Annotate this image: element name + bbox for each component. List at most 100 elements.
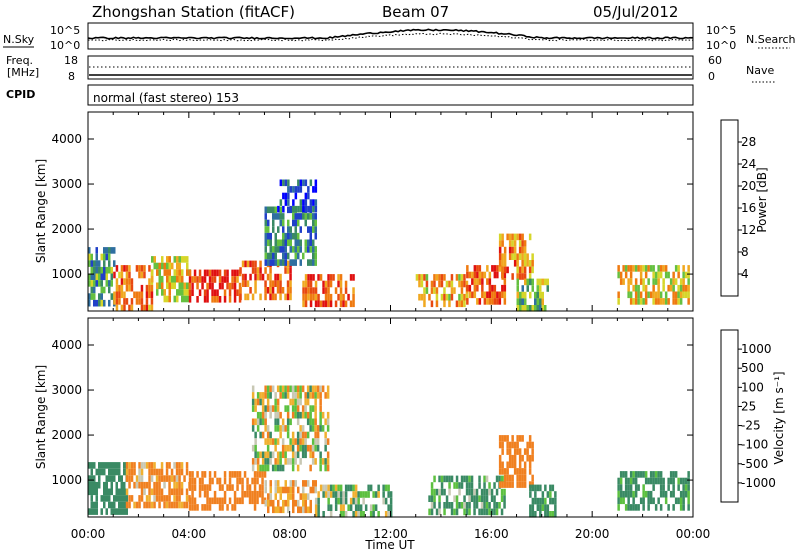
range-time-cell (324, 464, 327, 472)
range-time-cell (299, 259, 302, 266)
range-time-cell (554, 504, 557, 511)
range-time-cell (231, 471, 234, 478)
range-time-cell (218, 484, 222, 491)
range-time-cell (508, 240, 512, 247)
range-time-cell (672, 484, 675, 491)
range-time-cell (166, 275, 169, 283)
range-time-cell (256, 425, 260, 432)
range-time-cell (274, 418, 277, 426)
range-time-cell (327, 287, 330, 294)
range-time-cell (287, 206, 290, 214)
range-time-cell (319, 418, 322, 426)
range-time-cell (158, 488, 161, 496)
range-time-cell (516, 278, 519, 286)
nsky-panel (87, 22, 694, 50)
range-time-cell (279, 493, 282, 500)
range-time-cell (306, 385, 310, 393)
range-time-cell (319, 274, 323, 281)
range-time-cell (153, 501, 156, 509)
range-time-cell (332, 484, 335, 492)
range-time-cell (289, 385, 292, 393)
range-time-cell (287, 199, 290, 206)
range-time-cell (282, 226, 285, 233)
range-time-cell (465, 502, 469, 509)
range-time-cell (519, 298, 522, 305)
range-time-cell (531, 278, 534, 286)
range-time-cell (256, 267, 260, 274)
velocity-colorbar-label: Velocity [m s⁻¹] (772, 371, 786, 464)
range-time-cell (277, 486, 280, 494)
range-time-cell (88, 488, 91, 496)
range-time-cell (201, 504, 204, 511)
range-time-cell (110, 293, 113, 300)
range-time-cell (113, 495, 116, 502)
range-time-cell (495, 475, 499, 483)
range-time-cell (364, 491, 368, 498)
range-time-cell (161, 256, 164, 263)
range-time-cell (203, 504, 207, 511)
range-time-cell (191, 490, 194, 498)
range-time-cell (292, 480, 295, 487)
range-time-cell (309, 385, 312, 393)
range-time-cell (539, 291, 542, 299)
range-time-cell (269, 499, 272, 507)
range-time-cell (135, 265, 139, 272)
range-time-cell (148, 304, 151, 312)
range-time-cell (287, 239, 290, 247)
range-time-cell (481, 284, 484, 292)
range-time-cell (155, 475, 159, 482)
range-time-cell (657, 291, 660, 299)
range-time-cell (531, 484, 535, 492)
range-time-cell (508, 481, 512, 488)
range-time-cell (286, 405, 290, 412)
range-time-cell (501, 435, 504, 442)
range-time-cell (261, 431, 265, 439)
range-time-cell (687, 484, 690, 491)
range-time-cell (503, 278, 507, 285)
range-time-cell (324, 287, 328, 294)
range-time-cell (299, 425, 302, 432)
range-time-cell (281, 287, 285, 294)
range-time-cell (649, 490, 653, 498)
range-time-cell (526, 285, 529, 292)
range-time-cell (206, 296, 209, 303)
range-time-cell (519, 291, 522, 299)
range-time-cell (672, 298, 675, 305)
range-time-cell (498, 240, 502, 247)
range-time-cell (264, 280, 267, 287)
range-time-cell (100, 280, 103, 287)
range-time-cell (629, 504, 633, 511)
range-time-cell (521, 454, 524, 462)
range-time-cell (279, 486, 282, 494)
range-time-cell (304, 205, 308, 213)
range-time-cell (294, 186, 298, 193)
range-time-cell (531, 253, 534, 260)
range-time-cell (627, 477, 630, 485)
range-time-cell (267, 499, 270, 507)
range-time-cell (541, 298, 544, 305)
range-time-cell (158, 282, 161, 290)
range-time-cell (455, 502, 459, 509)
range-time-cell (110, 508, 113, 515)
range-time-cell (518, 273, 522, 280)
range-time-cell (546, 278, 549, 286)
range-time-cell (652, 471, 655, 478)
range-time-cell (460, 502, 464, 509)
range-time-cell (481, 278, 484, 285)
range-time-cell (148, 291, 151, 299)
range-time-cell (266, 438, 270, 445)
range-time-cell (304, 192, 308, 200)
range-time-cell (123, 501, 126, 509)
range-time-cell (387, 511, 390, 518)
range-time-cell (243, 471, 247, 478)
range-time-cell (272, 219, 275, 227)
range-time-cell (274, 506, 277, 514)
range-time-cell (309, 199, 313, 206)
range-time-cell (314, 199, 318, 206)
range-time-cell (292, 493, 295, 500)
range-time-cell (508, 474, 512, 482)
range-time-cell (301, 451, 305, 459)
range-time-cell (304, 213, 307, 220)
range-time-cell (389, 497, 393, 505)
range-time-cell (317, 511, 320, 518)
